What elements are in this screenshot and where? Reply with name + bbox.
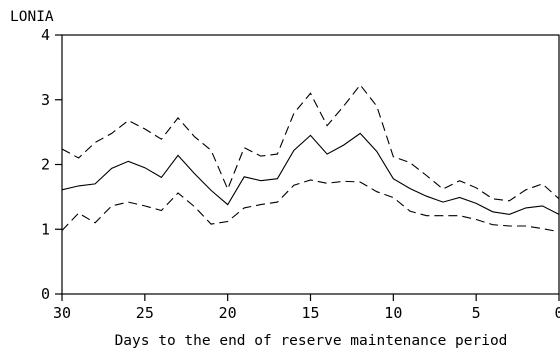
y-axis-label: LONIA bbox=[10, 9, 54, 25]
x-tick-label: 0 bbox=[554, 304, 560, 322]
series-line-dashed-2 bbox=[61, 179, 560, 233]
y-tick-label: 0 bbox=[41, 285, 50, 303]
x-tick-label: 30 bbox=[53, 304, 71, 322]
series-line-solid bbox=[61, 132, 560, 215]
y-tick-label: 1 bbox=[41, 220, 50, 238]
x-axis-label: Days to the end of reserve maintenance p… bbox=[115, 333, 508, 349]
y-tick-label: 3 bbox=[41, 91, 50, 109]
plot-area: 0 1 2 3 4 30 25 20 15 10 5 0 bbox=[41, 26, 560, 322]
x-tick-label: 20 bbox=[219, 304, 237, 322]
x-tick-label: 5 bbox=[472, 304, 481, 322]
x-tick-label: 15 bbox=[301, 304, 319, 322]
series-line-dashed-1 bbox=[61, 84, 560, 202]
y-tick-label: 2 bbox=[41, 156, 50, 174]
x-tick-label: 10 bbox=[384, 304, 402, 322]
x-tick-label: 25 bbox=[136, 304, 154, 322]
y-tick-label: 4 bbox=[41, 26, 50, 44]
